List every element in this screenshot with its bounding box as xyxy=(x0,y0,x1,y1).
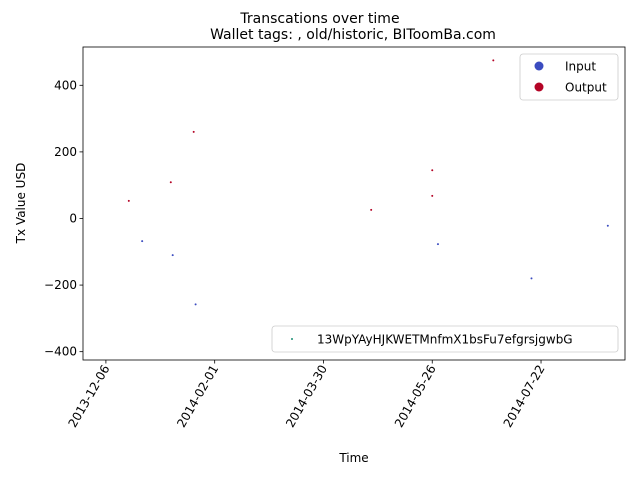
output-point xyxy=(169,181,172,184)
x-tick-label: 2014-02-01 xyxy=(174,363,221,430)
legend-marker xyxy=(534,82,544,92)
x-tick-label: 2013-12-06 xyxy=(66,363,113,430)
input-point xyxy=(606,224,609,227)
legend-wallet: 13WpYAyHJKWETMnfmX1bsFu7efgrsjgwbG xyxy=(271,325,619,353)
legend-label: Output xyxy=(565,81,607,95)
output-point xyxy=(431,194,434,197)
x-tick-label: 2014-03-30 xyxy=(283,363,330,430)
legend-direction: Input Output xyxy=(519,53,619,101)
y-tick-label: −200 xyxy=(44,278,77,292)
legend-label: Input xyxy=(565,60,596,74)
chart-title: Transcations over time xyxy=(239,11,399,27)
legend-label: 13WpYAyHJKWETMnfmX1bsFu7efgrsjgwbG xyxy=(317,333,573,347)
y-tick-label: 0 xyxy=(69,211,77,225)
data-points xyxy=(127,59,609,306)
output-point xyxy=(492,59,495,62)
input-point xyxy=(194,303,197,306)
chart-subtitle: Wallet tags: , old/historic, BIToomBa.co… xyxy=(210,27,496,43)
input-point xyxy=(436,243,439,246)
x-tick-label: 2014-05-26 xyxy=(392,363,439,430)
input-point xyxy=(530,277,533,280)
output-point xyxy=(127,199,130,202)
y-tick-label: −400 xyxy=(44,345,77,359)
output-point xyxy=(431,169,434,172)
input-point xyxy=(141,240,144,243)
axis-ticks: −400 −200 0 200 400 2013-12-06 2014-02-01 2014-… xyxy=(44,78,548,430)
y-tick-label: 200 xyxy=(54,145,77,159)
x-tick-label: 2014-07-22 xyxy=(501,363,548,430)
legend-box xyxy=(519,53,619,101)
legend-marker xyxy=(291,338,293,340)
plot-frame xyxy=(82,46,626,361)
x-axis-label: Time xyxy=(338,451,368,465)
legend-marker xyxy=(534,61,544,71)
output-point xyxy=(370,208,373,211)
y-tick-label: 400 xyxy=(54,78,77,92)
legend-box xyxy=(271,325,619,353)
y-axis-label: Tx Value USD xyxy=(14,163,28,245)
output-point xyxy=(192,130,195,133)
input-point xyxy=(171,254,174,257)
